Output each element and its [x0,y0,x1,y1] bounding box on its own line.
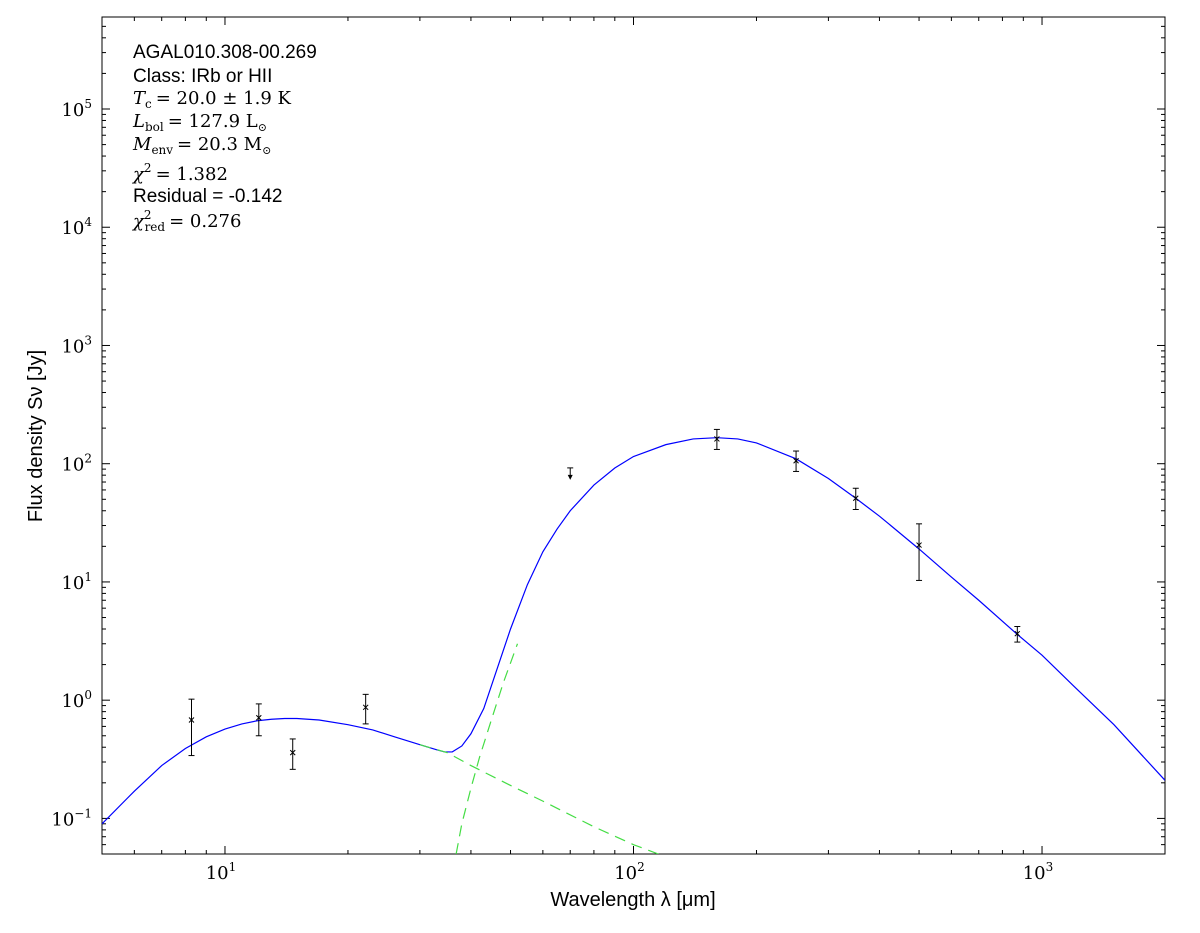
source-name: AGAL010.308-00.269 [133,42,317,63]
data-point [916,523,923,581]
lbol-annotation: Lbol = 127.9 L⊙ [132,111,267,134]
x-tick-label: 102 [614,860,645,884]
y-tick-label: 100 [61,688,92,712]
marker-x [852,495,859,502]
data-point [852,487,859,510]
y-tick-label: 105 [61,97,92,121]
marker-x [1014,630,1021,637]
data-point [1014,625,1021,643]
chi2red-annotation: χ2 red = 0.276 [131,208,241,234]
curve-component-cold [455,643,519,854]
data-point [188,698,195,757]
menv-annotation: Menv = 20.3 M⊙ [132,134,271,157]
x-tick-label: 101 [206,860,237,884]
tick-labels: 101 102 103 10−1 100 101 102 103 104 105 [51,97,1053,884]
annotation-block: AGAL010.308-00.269 Class: IRb or HII Tc =… [131,42,317,234]
marker-x [714,436,720,442]
y-tick-label: 101 [61,570,92,594]
curve-component-warm [419,744,659,854]
y-tick-label: 104 [61,215,92,239]
y-tick-label: 10−1 [51,806,92,830]
y-axis-label: Flux density Sν [Jy] [25,350,47,522]
marker-x [793,457,799,464]
tc-annotation: Tc = 20.0 ± 1.9 K [133,88,292,111]
y-tick-label: 103 [61,333,92,357]
class-label: Class: IRb or HII [133,66,272,87]
data-point [362,693,369,725]
marker-x [289,749,296,756]
marker-x [362,704,369,711]
y-tick-label: 102 [61,452,92,476]
data-point [255,703,262,737]
marker-x [255,714,262,721]
curve-model-total [102,437,1165,825]
data-point [289,738,296,770]
upper-limit-arrow [567,474,573,480]
chi2-annotation: χ2 = 1.382 [131,161,228,185]
x-tick-label: 103 [1023,860,1054,884]
residual-annotation: Residual = -0.142 [133,186,282,207]
marker-x [916,542,922,548]
axis-ticks [101,16,1166,855]
observations [188,428,1021,770]
upper-limit [567,467,574,480]
data-point [793,450,800,472]
x-axis-label: Wavelength λ [μm] [550,889,715,911]
data-point [713,428,720,450]
model-curves [102,437,1165,854]
marker-x [188,717,195,723]
plot-frame [101,16,1166,855]
